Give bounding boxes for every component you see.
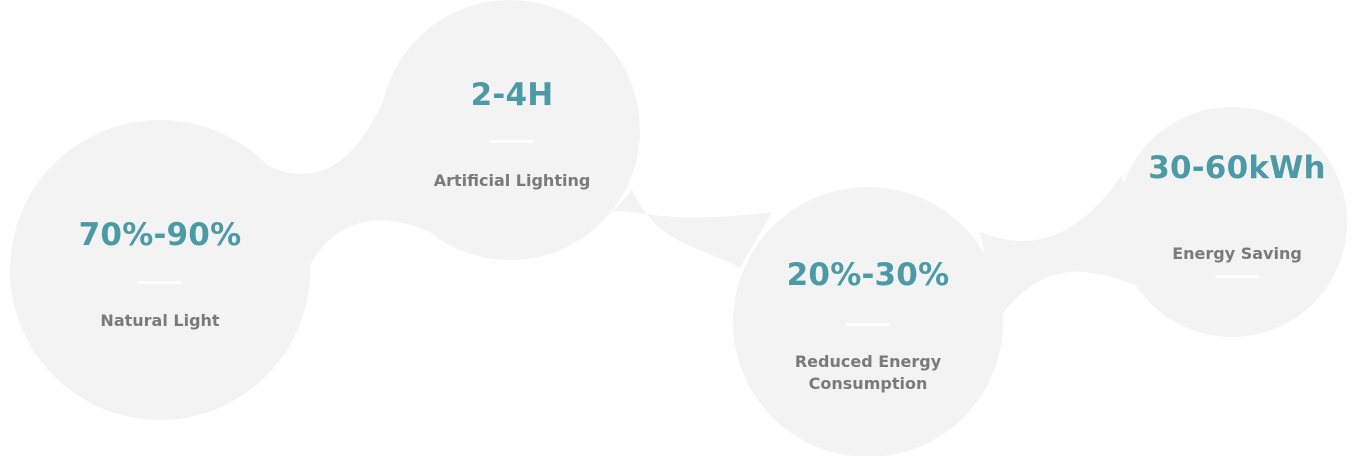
stat-divider	[1215, 275, 1259, 278]
bubble-shapes	[10, 0, 1347, 456]
stat-reduced-energy: 20%-30% Reduced Energy Consumption	[787, 260, 950, 395]
bubble-bridge-2	[612, 190, 772, 268]
stat-divider	[845, 323, 890, 326]
bubble-bridge-3	[980, 175, 1148, 320]
stat-label: Reduced Energy Consumption	[794, 352, 942, 393]
stat-energy-saving: 30-60kWh Energy Saving	[1148, 153, 1326, 278]
stat-divider	[137, 281, 182, 284]
bubble-bridge-1	[230, 95, 430, 290]
stat-value: 2-4H	[470, 77, 554, 113]
stat-value: 70%-90%	[78, 217, 242, 253]
bubble-reduced-energy	[733, 187, 1003, 456]
bubble-artificial-lighting	[380, 0, 640, 260]
stat-natural-light: 70%-90% Natural Light	[79, 220, 242, 332]
stat-divider	[490, 140, 534, 143]
stat-label: Energy Saving	[1172, 244, 1302, 263]
stat-value: 30-60kWh	[1148, 150, 1326, 186]
stat-label: Artificial Lighting	[433, 171, 591, 190]
bubble-energy-saving	[1117, 107, 1347, 337]
bubble-natural-light	[10, 120, 310, 420]
stat-artificial-lighting: 2-4H Artificial Lighting	[434, 80, 591, 192]
stat-value: 20%-30%	[786, 257, 950, 293]
stat-label: Natural Light	[100, 311, 220, 330]
